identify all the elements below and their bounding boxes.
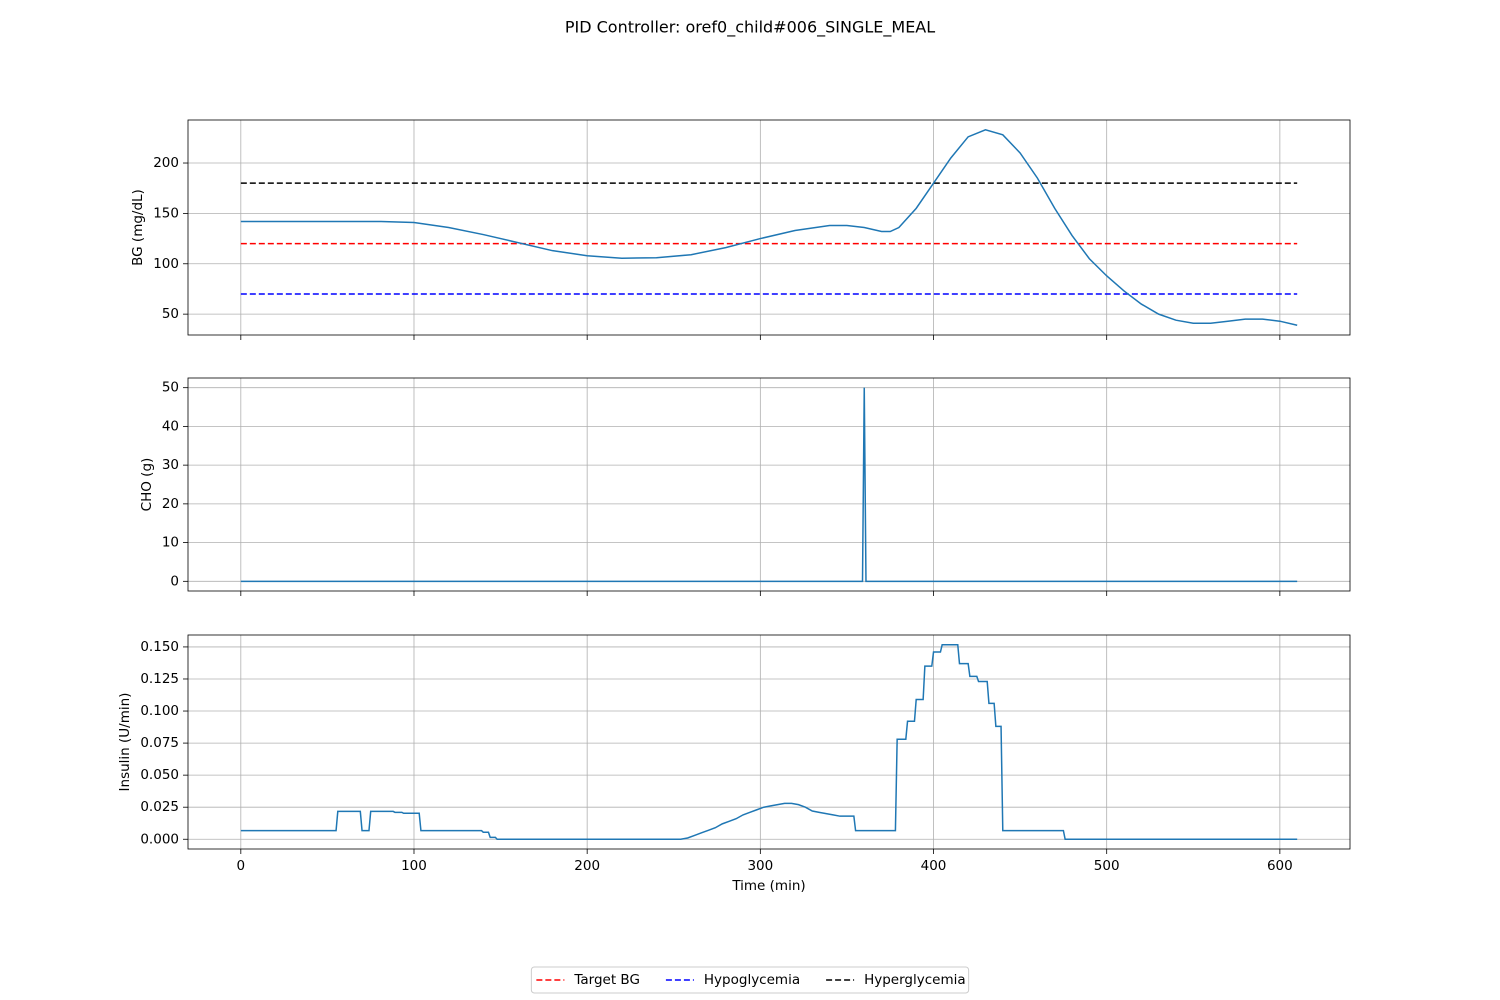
figure-title: PID Controller: oref0_child#006_SINGLE_M… xyxy=(565,18,935,38)
legend-label: Target BG xyxy=(573,972,640,988)
y-tick-label: 40 xyxy=(162,418,179,434)
y-axis-label: Insulin (U/min) xyxy=(117,693,133,792)
legend-box xyxy=(530,966,970,994)
x-tick-label: 500 xyxy=(1094,858,1120,874)
axes-frame xyxy=(187,634,1351,850)
y-tick-label: 0.125 xyxy=(140,671,179,687)
data-line xyxy=(240,643,1298,841)
x-tick-label: 400 xyxy=(921,858,947,874)
axes-frame xyxy=(187,377,1351,592)
y-axis-label: CHO (g) xyxy=(139,458,155,512)
x-tick-label: 100 xyxy=(401,858,427,874)
x-tick-label: 200 xyxy=(574,858,600,874)
x-tick-label: 0 xyxy=(237,858,246,874)
y-tick-label: 150 xyxy=(153,205,179,221)
y-tick-label: 20 xyxy=(162,496,179,512)
y-tick-label: 0.100 xyxy=(140,703,179,719)
y-axis-label: BG (mg/dL) xyxy=(130,189,146,266)
y-tick-label: 0.000 xyxy=(140,831,179,847)
axes-frame xyxy=(187,119,1351,336)
y-tick-label: 0.025 xyxy=(140,799,179,815)
y-tick-label: 50 xyxy=(162,380,179,396)
y-tick-label: 0.075 xyxy=(140,735,179,751)
data-line xyxy=(240,128,1298,326)
y-tick-label: 100 xyxy=(153,256,179,272)
legend-label: Hyperglycemia xyxy=(864,972,966,988)
y-tick-label: 200 xyxy=(153,155,179,171)
data-line xyxy=(240,387,1298,583)
x-axis-label: Time (min) xyxy=(731,878,805,894)
legend: Target BG Hypoglycemia Hyperglycemia xyxy=(530,966,970,994)
x-tick-label: 600 xyxy=(1267,858,1293,874)
y-tick-label: 50 xyxy=(162,306,179,322)
y-tick-label: 0 xyxy=(170,573,179,589)
x-tick-label: 300 xyxy=(747,858,773,874)
y-tick-label: 30 xyxy=(162,457,179,473)
legend-label: Hypoglycemia xyxy=(704,972,800,988)
y-tick-label: 0.150 xyxy=(140,639,179,655)
y-tick-label: 10 xyxy=(162,535,179,551)
y-tick-label: 0.050 xyxy=(140,767,179,783)
